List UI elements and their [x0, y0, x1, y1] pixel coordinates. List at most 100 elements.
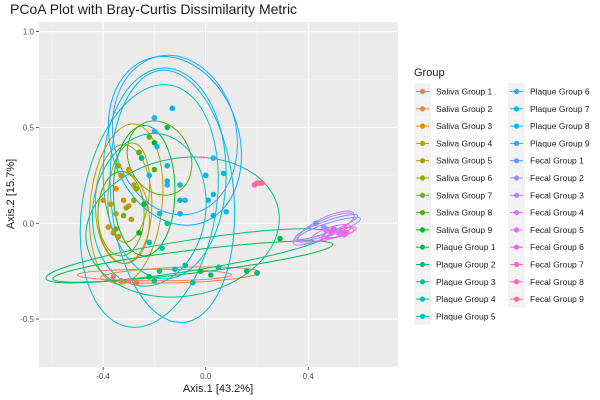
saliva-group-5-point [128, 216, 135, 223]
plaque-group-8-point [210, 212, 217, 219]
legend-item: Plaque Group 2 [414, 256, 496, 273]
legend-item: Plaque Group 9 [508, 134, 590, 152]
legend-label: Saliva Group 8 [436, 208, 492, 218]
saliva-group-6-ellipse [107, 142, 151, 243]
legend-key-point [513, 88, 520, 95]
legend-item: Plaque Group 1 [414, 238, 496, 256]
plaque-group-5-point [164, 162, 171, 169]
legend-item: Saliva Group 7 [414, 186, 492, 204]
legend-label: Fecal Group 1 [530, 156, 584, 166]
plaque-group-4-ellipse [91, 133, 207, 287]
saliva-group-5-point [108, 201, 114, 207]
plaque-group-1-ellipse [52, 240, 334, 283]
saliva-group-6-point [123, 205, 129, 211]
plaque-group-9-point [210, 155, 217, 161]
legend-label: Saliva Group 9 [436, 225, 492, 235]
y-tick-label: 0.0 [23, 219, 35, 228]
legend-item: Saliva Group 9 [414, 221, 492, 239]
legend-key-point [419, 192, 426, 198]
legend-label: Saliva Group 4 [436, 138, 492, 148]
saliva-group-3-point [105, 224, 112, 230]
legend-label: Saliva Group 3 [436, 121, 492, 131]
legend-key-point [513, 192, 520, 198]
legend-key-point [513, 140, 520, 146]
plaque-group-3-point [156, 268, 163, 274]
y-tick-label: 1.0 [23, 28, 35, 37]
x-tick-label: 0.4 [303, 372, 315, 381]
legend-label: Plaque Group 1 [436, 242, 496, 252]
plaque-group-8-ellipse [107, 55, 242, 226]
fecal-group-9-point [254, 180, 260, 186]
legend-item: Saliva Group 1 [414, 83, 492, 100]
legend-key-point [419, 158, 426, 164]
saliva-group-8-ellipse [126, 120, 193, 196]
legend-key-point [513, 244, 520, 250]
legend-title: Group [414, 67, 445, 79]
plaque-group-9-point [182, 197, 188, 204]
legend-key-point [419, 244, 426, 250]
legend-label: Fecal Group 8 [530, 277, 584, 287]
plaque-group-5-point [177, 197, 183, 204]
legend-key-point [513, 158, 520, 164]
legend-label: Plaque Group 9 [530, 138, 590, 148]
legend-label: Plaque Group 5 [436, 311, 496, 321]
legend-key-point [419, 175, 426, 181]
legend-label: Fecal Group 6 [530, 242, 584, 252]
plaque-group-9-point [164, 182, 171, 188]
plaque-group-1-point [277, 235, 283, 242]
fecal-group-1-point [313, 220, 319, 227]
fecal-group-4-ellipse [292, 212, 355, 246]
saliva-group-7-ellipse [97, 171, 145, 257]
plaque-group-8-point [202, 172, 209, 179]
saliva-group-9-ellipse [112, 125, 176, 257]
saliva-group-1-point [110, 274, 117, 280]
legend-key-point [419, 123, 426, 129]
legend-key-point [419, 140, 426, 146]
plaque-group-1-point [146, 274, 153, 280]
plaque-group-5-point [156, 210, 163, 217]
saliva-group-8-point [146, 134, 153, 140]
legend-label: Saliva Group 5 [436, 156, 492, 166]
plaque-group-8-point [169, 105, 176, 112]
saliva-group-6-point [133, 185, 140, 192]
legend-item: Fecal Group 4 [508, 204, 584, 222]
legend-label: Fecal Group 9 [530, 294, 584, 304]
plaque-group-3-point [215, 264, 222, 271]
legend-key-point [513, 175, 520, 181]
legend-item: Saliva Group 8 [414, 204, 492, 222]
legend-label: Plaque Group 4 [436, 294, 496, 304]
legend-item: Fecal Group 2 [508, 169, 584, 187]
legend-item: Fecal Group 5 [508, 221, 584, 239]
legend-item: Fecal Group 8 [508, 273, 584, 291]
legend-key-point [419, 210, 426, 216]
legend-key-point [513, 279, 520, 285]
fecal-group-4-point [323, 226, 330, 232]
plot-panel [39, 22, 398, 367]
saliva-group-8-point [151, 166, 158, 173]
x-tick-label: 0.0 [200, 372, 212, 381]
plaque-group-1-point [164, 124, 171, 131]
saliva-group-9-point [141, 201, 147, 207]
legend-key-point [513, 227, 520, 233]
legend-item: Fecal Group 3 [508, 186, 584, 204]
plaque-group-3-point [164, 220, 171, 227]
plaque-group-1-point [243, 268, 250, 274]
legend-key-point [419, 227, 426, 233]
legend-label: Plaque Group 8 [530, 121, 590, 131]
x-axis-ticks: -0.4 0.0 0.4 [96, 367, 314, 381]
plaque-group-5-point [146, 239, 153, 246]
plaque-group-4-point [190, 279, 196, 286]
plaque-group-2-point [254, 270, 260, 276]
y-axis-ticks: -0.5 0.0 0.5 1.0 [20, 28, 39, 324]
legend-key-point [419, 261, 426, 268]
legend-label: Saliva Group 2 [436, 104, 492, 114]
saliva-group-8-point [136, 149, 142, 156]
legend-key-point [419, 279, 426, 285]
legend-key-point [419, 313, 426, 319]
legend-label: Plaque Group 7 [530, 104, 590, 114]
saliva-group-2-point [133, 279, 140, 286]
saliva-group-4-point [100, 197, 106, 204]
fecal-group-7-point [341, 230, 347, 236]
legend-item: Fecal Group 6 [508, 238, 584, 256]
legend-label: Plaque Group 3 [436, 277, 496, 287]
